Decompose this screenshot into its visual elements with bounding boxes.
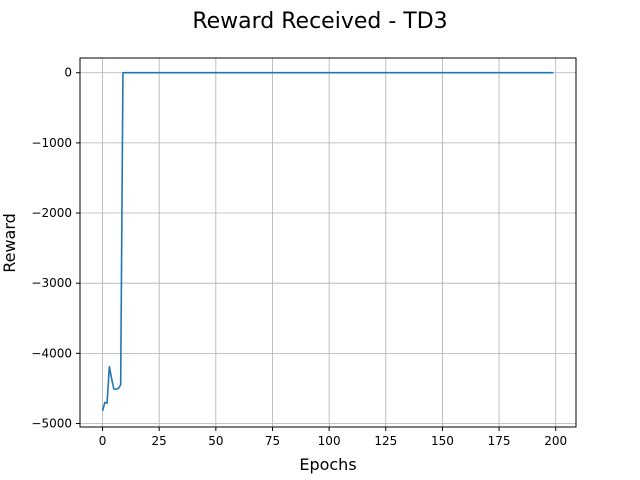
y-tick-label: −2000: [31, 206, 72, 220]
x-axis-ticks: 0 25 50 75 100 125 150 175 200: [99, 427, 567, 448]
x-tick-label: 125: [374, 434, 397, 448]
x-tick-label: 0: [99, 434, 107, 448]
y-tick-label: −3000: [31, 276, 72, 290]
y-tick-label: −1000: [31, 136, 72, 150]
x-tick-label: 150: [431, 434, 454, 448]
y-axis-label: Reward: [0, 213, 19, 273]
chart-title: Reward Received - TD3: [192, 9, 447, 34]
series-line-0: [101, 71, 554, 412]
x-tick-label: 100: [318, 434, 341, 448]
x-tick-label: 25: [152, 434, 167, 448]
x-tick-label: 75: [265, 434, 280, 448]
x-tick-label: 200: [544, 434, 567, 448]
y-tick-label: 0: [64, 66, 72, 80]
y-axis-ticks: 0 −1000 −2000 −3000 −4000 −5000: [31, 66, 80, 430]
grid: [80, 58, 576, 427]
x-axis-label: Epochs: [299, 455, 356, 474]
series-layer: [101, 71, 554, 412]
x-tick-label: 175: [488, 434, 511, 448]
x-tick-label: 50: [208, 434, 223, 448]
y-tick-label: −4000: [31, 346, 72, 360]
plot-frame: [79, 57, 577, 428]
y-tick-label: −5000: [31, 416, 72, 430]
